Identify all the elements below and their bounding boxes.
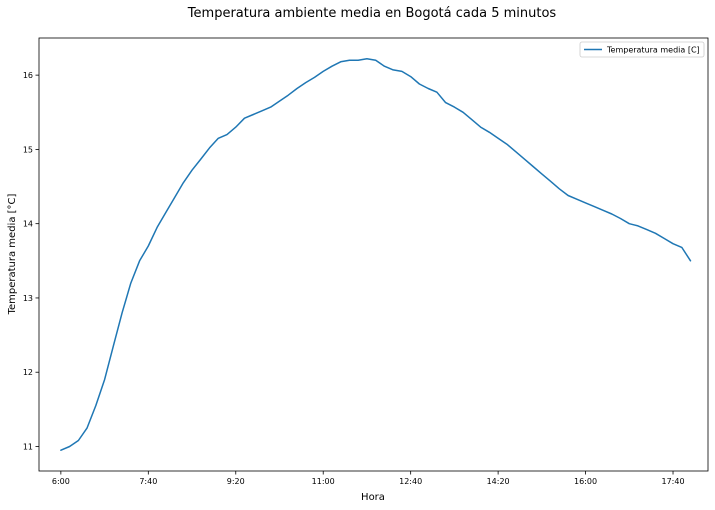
y-tick-label: 11 [23, 442, 33, 451]
y-axis: 11 12 13 14 15 16 [23, 71, 39, 451]
y-tick-label: 16 [23, 71, 33, 80]
y-tick-label: 15 [23, 145, 33, 154]
plot-frame [38, 37, 709, 472]
y-tick-label: 12 [23, 368, 33, 377]
legend-label: Temperatura media [C] [606, 46, 700, 55]
x-tick-label: 7:40 [139, 477, 157, 486]
series-layer [60, 58, 692, 451]
x-tick-label: 17:40 [661, 477, 684, 486]
y-axis-label: Temperatura media [°C] [7, 193, 18, 315]
x-axis-label: Hora [361, 492, 385, 503]
series-line [60, 58, 692, 451]
chart-title: Temperatura ambiente media en Bogotá cad… [187, 6, 557, 21]
x-tick-label: 12:40 [399, 477, 422, 486]
x-axis: 6:00 7:40 9:20 11:00 12:40 14:20 16:00 17:40 [52, 471, 685, 486]
legend: Temperatura media [C] [579, 41, 705, 58]
y-tick-label: 14 [23, 220, 33, 229]
legend-box [579, 41, 705, 58]
x-tick-label: 14:20 [487, 477, 510, 486]
x-tick-label: 16:00 [574, 477, 597, 486]
y-tick-label: 13 [23, 294, 33, 303]
x-tick-label: 11:00 [312, 477, 335, 486]
x-tick-label: 9:20 [227, 477, 245, 486]
x-tick-label: 6:00 [52, 477, 70, 486]
